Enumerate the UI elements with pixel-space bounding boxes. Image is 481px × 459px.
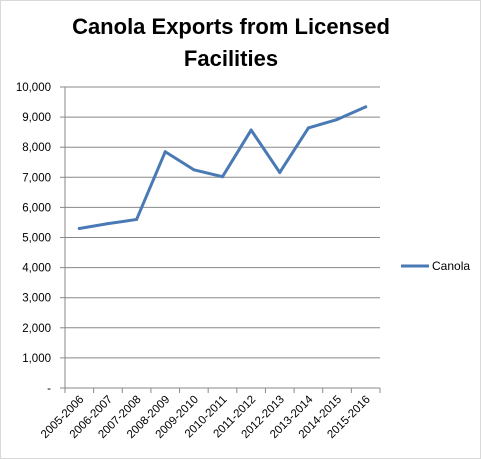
data-point: [306, 126, 310, 130]
series-layer: [77, 105, 368, 230]
axes: - 1,000 2,000 3,000 4,000 5,000 6,000 7,000 8,00…: [16, 82, 381, 441]
legend-label: Canola: [432, 259, 470, 273]
y-tick-label: 6,000: [22, 202, 51, 214]
y-tick-label: 9,000: [22, 112, 51, 124]
data-point: [192, 168, 196, 172]
data-point: [77, 226, 81, 230]
y-tick-label: 10,000: [16, 82, 51, 94]
y-tick-label: 8,000: [22, 142, 51, 154]
data-point: [163, 150, 167, 154]
data-point: [278, 170, 282, 174]
data-point: [335, 118, 339, 122]
y-tick-label: -: [47, 383, 51, 395]
chart-title: Canola Exports from Licensed Facilities: [72, 14, 390, 71]
legend: Canola: [401, 259, 470, 273]
data-point: [364, 105, 368, 109]
y-tick-label: 4,000: [22, 263, 51, 275]
data-point: [106, 222, 110, 226]
y-tick-label: 1,000: [22, 353, 51, 365]
y-tick-label: 7,000: [22, 172, 51, 184]
data-point: [135, 217, 139, 221]
data-point: [249, 128, 253, 132]
y-tick-label: 2,000: [22, 323, 51, 335]
series-line-canola: [77, 105, 368, 230]
y-tick-label: 3,000: [22, 293, 51, 305]
data-point: [221, 175, 224, 179]
y-tick-label: 5,000: [22, 233, 51, 245]
